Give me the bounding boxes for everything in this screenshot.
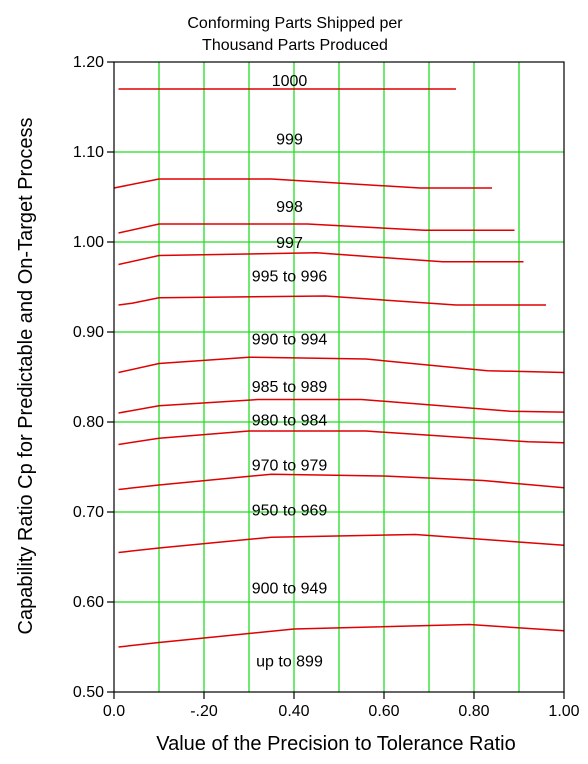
chart-title-line-1: Conforming Parts Shipped per — [187, 15, 403, 32]
y-axis-ticks: 0.50 0.60 0.70 0.80 0.90 1.00 1.10 1.20 — [73, 54, 114, 701]
band-labels: 1000 999 998 997 995 to 996 990 to 994 985 to … — [252, 73, 328, 671]
chart-title-line-2: Thousand Parts Produced — [202, 37, 388, 54]
x-tick-label: -.20 — [190, 703, 218, 720]
x-tick-label: 0.0 — [103, 703, 125, 720]
series-line-11 — [118, 623, 565, 648]
y-tick-label: 0.90 — [73, 324, 104, 341]
band-label: 985 to 989 — [252, 379, 328, 396]
y-tick-label: 1.20 — [73, 54, 104, 71]
y-tick-label: 0.70 — [73, 504, 104, 521]
x-tick-label: 0.80 — [458, 703, 489, 720]
band-label: 950 to 969 — [252, 502, 328, 519]
band-label: 999 — [276, 132, 303, 149]
band-label: 970 to 979 — [252, 457, 328, 474]
band-label: 997 — [276, 235, 303, 252]
band-label: 998 — [276, 199, 303, 216]
series-line-5 — [118, 295, 546, 306]
series-lines — [113, 88, 565, 648]
chart-title: Conforming Parts Shipped per Thousand Pa… — [187, 15, 403, 54]
series-line-8 — [118, 430, 565, 446]
x-tick-label: 0.60 — [368, 703, 399, 720]
series-line-9 — [118, 473, 565, 491]
y-tick-label: 0.60 — [73, 594, 104, 611]
x-axis-title: Value of the Precision to Tolerance Rati… — [156, 733, 515, 755]
series-line-2 — [113, 178, 492, 189]
plot-border — [113, 61, 565, 693]
band-label: 900 to 949 — [252, 581, 328, 598]
band-label: up to 899 — [256, 654, 323, 671]
series-line-6 — [118, 356, 565, 374]
series-line-10 — [118, 533, 565, 554]
x-tick-label: 0.40 — [278, 703, 309, 720]
plot-frame — [113, 61, 565, 693]
band-label: 990 to 994 — [252, 331, 328, 348]
y-tick-label: 0.50 — [73, 684, 104, 701]
band-label: 980 to 984 — [252, 412, 328, 429]
x-tick-label: 1.00 — [548, 703, 579, 720]
y-tick-label: 0.80 — [73, 414, 104, 431]
y-tick-label: 1.10 — [73, 144, 104, 161]
band-label: 1000 — [272, 73, 308, 90]
series-line-4 — [118, 252, 524, 266]
y-tick-label: 1.00 — [73, 234, 104, 251]
x-axis-ticks: 0.0 -.20 0.40 0.60 0.80 1.00 — [103, 692, 580, 720]
series-line-3 — [118, 223, 515, 234]
series-line-7 — [118, 398, 565, 414]
grid — [114, 62, 564, 692]
band-label: 995 to 996 — [252, 268, 328, 285]
y-axis-title: Capability Ratio Cp for Predictable and … — [15, 118, 37, 635]
